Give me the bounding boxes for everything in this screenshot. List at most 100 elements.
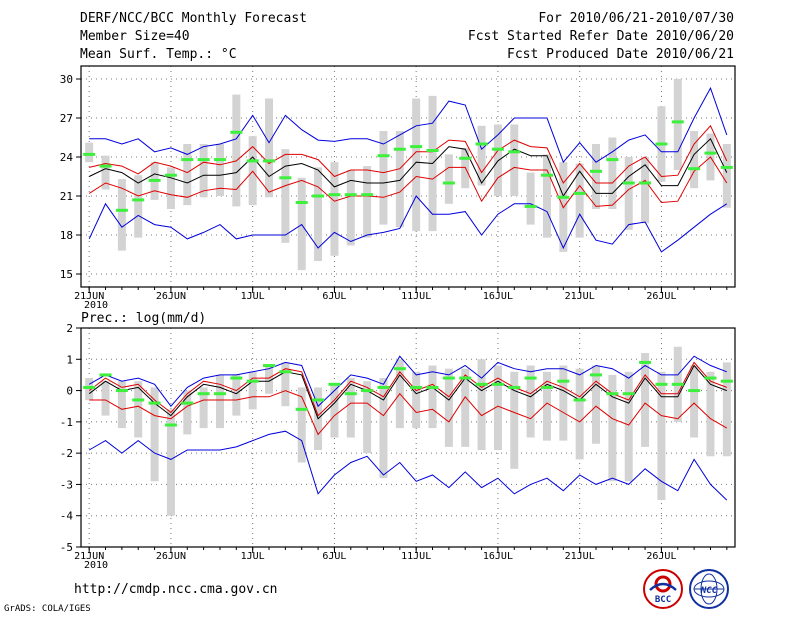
- spread-bar: [297, 387, 306, 463]
- obs-marker: [573, 398, 586, 402]
- y-tick-label: -1: [60, 416, 73, 429]
- obs-marker: [573, 191, 586, 195]
- obs-marker: [557, 379, 570, 383]
- x-tick-label: 16JUL: [483, 551, 513, 562]
- footer-url[interactable]: http://cmdp.ncc.cma.gov.cn: [74, 582, 278, 597]
- y-tick-label: 27: [60, 112, 73, 125]
- series-line-ensemble-mean: [88, 364, 727, 420]
- series-line-ensemble-mean: [88, 137, 728, 198]
- logos: BCC NCC: [643, 569, 729, 609]
- obs-marker: [312, 194, 325, 198]
- spread-bar: [412, 371, 421, 429]
- spread-bar: [183, 144, 192, 206]
- spread-bar: [706, 371, 715, 457]
- spread-bar: [722, 362, 731, 457]
- spread-bar: [624, 371, 633, 482]
- obs-marker: [361, 193, 374, 197]
- obs-marker: [328, 382, 341, 386]
- obs-marker: [606, 392, 619, 396]
- obs-marker: [491, 147, 504, 151]
- x-tick-label: 26JUL: [646, 291, 676, 302]
- obs-marker: [704, 151, 717, 155]
- obs-marker: [688, 167, 701, 171]
- y-tick-label: 1: [66, 353, 73, 366]
- obs-marker: [279, 176, 292, 180]
- spread-bar: [363, 381, 372, 454]
- spread-bar: [510, 371, 519, 469]
- obs-marker: [279, 370, 292, 374]
- series-line-outer-lower: [88, 195, 728, 253]
- obs-marker: [475, 142, 488, 146]
- obs-marker: [312, 398, 325, 402]
- spread-bar: [477, 359, 486, 451]
- spread-bar: [379, 378, 388, 479]
- obs-marker: [230, 130, 243, 134]
- x-tick-label: 1JUL: [241, 551, 265, 562]
- y-tick-label: 15: [60, 268, 73, 281]
- obs-marker: [328, 193, 341, 197]
- spread-bar: [412, 98, 421, 232]
- spread-bar: [281, 149, 290, 243]
- obs-marker: [426, 149, 439, 152]
- spread-bar: [526, 172, 535, 225]
- spread-bar: [265, 98, 274, 198]
- obs-marker: [99, 164, 112, 168]
- precip-panel-title: Prec.: log(mm/d): [81, 311, 206, 326]
- spread-bar: [101, 155, 110, 190]
- x-tick-label: 16JUL: [483, 291, 513, 302]
- spread-bar: [722, 144, 731, 208]
- series-line-outer-lower: [88, 430, 728, 501]
- spread-bar: [575, 368, 584, 460]
- y-tick-label: -4: [60, 510, 74, 523]
- series-line-inner-lower: [88, 156, 728, 209]
- obs-marker: [720, 165, 733, 169]
- obs-marker: [148, 401, 161, 405]
- spread-bar: [134, 175, 143, 238]
- spread-bar: [150, 387, 159, 482]
- obs-marker: [410, 385, 423, 389]
- plot-frame: [80, 327, 736, 548]
- obs-marker: [671, 382, 684, 386]
- obs-marker: [590, 373, 603, 377]
- x-year-label: 2010: [84, 560, 108, 571]
- ncc-logo-text: NCC: [700, 586, 718, 596]
- obs-marker: [181, 158, 194, 162]
- obs-marker: [295, 407, 308, 411]
- obs-marker: [410, 145, 423, 149]
- obs-marker: [181, 401, 194, 405]
- obs-marker: [377, 154, 390, 158]
- spread-bar: [608, 374, 617, 482]
- x-year-label: 2010: [84, 300, 108, 311]
- obs-marker: [115, 389, 128, 393]
- spread-bar: [248, 371, 257, 410]
- series-line-outer-upper: [89, 86, 728, 164]
- spread-bar: [690, 365, 699, 438]
- y-tick-label: 24: [60, 151, 74, 164]
- obs-marker: [639, 360, 652, 364]
- obs-marker: [83, 152, 96, 156]
- obs-marker: [132, 398, 145, 402]
- obs-marker: [197, 158, 210, 162]
- y-tick-label: 30: [60, 73, 73, 86]
- spread-bar: [493, 124, 502, 196]
- x-tick-label: 11JUL: [401, 551, 431, 562]
- spread-bar: [281, 362, 290, 407]
- header-member-size: Member Size=40: [80, 29, 190, 44]
- spread-bar: [624, 157, 633, 230]
- obs-marker: [246, 159, 259, 163]
- obs-marker: [99, 373, 112, 377]
- obs-marker: [540, 173, 553, 177]
- spread-bar: [641, 157, 650, 224]
- spread-bar: [608, 137, 617, 209]
- spread-bar: [575, 163, 584, 238]
- spread-bar: [297, 177, 306, 271]
- header-title: DERF/NCC/BCC Monthly Forecast: [80, 11, 307, 26]
- spread-bar: [444, 368, 453, 447]
- obs-marker: [361, 389, 374, 393]
- x-tick-label: 26JUN: [156, 551, 186, 562]
- spread-bar: [85, 142, 94, 163]
- spread-bar: [641, 353, 650, 447]
- obs-marker: [246, 379, 259, 383]
- obs-marker: [164, 173, 177, 177]
